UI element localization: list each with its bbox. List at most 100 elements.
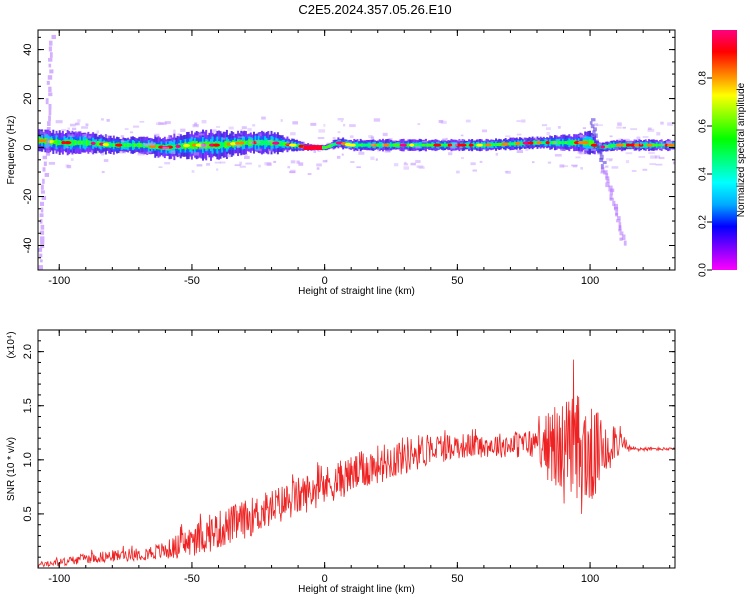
heatmap-speckle	[516, 150, 524, 153]
heatmap-speckle	[245, 162, 252, 165]
heatmap-speckle	[200, 144, 208, 148]
heatmap-cell-core	[429, 143, 432, 147]
heatmap-cell-core	[608, 144, 611, 148]
heatmap-cell-core	[131, 142, 134, 148]
heatmap-streak	[48, 46, 52, 52]
heatmap-speckle	[103, 159, 109, 162]
y-tick-label: 1.0	[22, 452, 34, 467]
heatmap-cell-core	[413, 143, 416, 147]
heatmap-speckle	[583, 148, 589, 151]
heatmap-cell-core	[362, 143, 365, 147]
heatmap-cell-core	[147, 143, 150, 149]
heatmap-speckle	[616, 126, 622, 129]
heatmap-speckle	[658, 147, 665, 150]
heatmap-peak	[447, 143, 453, 147]
heatmap-cell-core	[611, 144, 614, 148]
heatmap-speckle	[481, 129, 488, 133]
heatmap-speckle	[267, 139, 273, 143]
heatmap-peak	[536, 141, 542, 145]
heatmap-speckle	[445, 137, 448, 140]
heatmap-cell-core	[499, 142, 502, 146]
heatmap-speckle	[343, 123, 346, 127]
heatmap-speckle	[147, 142, 155, 146]
heatmap-speckle	[158, 166, 163, 168]
heatmap-cell-core	[57, 139, 60, 146]
heatmap-speckle	[368, 135, 373, 139]
heatmap-cell-core	[655, 143, 658, 147]
heatmap-speckle	[258, 133, 262, 136]
heatmap-peak	[515, 141, 521, 146]
heatmap-cell-core	[222, 142, 225, 148]
heatmap-cell-core	[133, 143, 136, 148]
heatmap-speckle	[216, 168, 219, 171]
colorbar-tick-label: 0.6	[698, 119, 709, 133]
heatmap-streak	[617, 216, 621, 220]
x-tick-label: 50	[451, 275, 463, 287]
heatmap-peak	[252, 141, 257, 145]
heatmap-cell-core	[278, 140, 281, 147]
heatmap-cell-core	[189, 142, 192, 149]
heatmap-speckle	[88, 135, 92, 139]
y-tick-label: 2.0	[22, 344, 34, 359]
heatmap-peak	[582, 141, 589, 145]
heatmap-cell-core	[248, 139, 251, 147]
heatmap-speckle	[77, 119, 81, 123]
heatmap-cell-core	[354, 143, 357, 147]
heatmap-speckle	[642, 168, 648, 171]
heatmap-peak	[458, 143, 467, 147]
heatmap-speckle	[65, 164, 70, 168]
heatmap-speckle	[658, 140, 664, 144]
heatmap-streak	[48, 57, 53, 62]
heatmap-cell-core	[389, 143, 392, 147]
y-axis-exponent: (x10⁴)	[6, 331, 17, 358]
heatmap-speckle	[340, 120, 343, 123]
heatmap-speckle	[580, 135, 587, 138]
heatmap-cell-core	[125, 143, 128, 147]
heatmap-speckle	[516, 120, 521, 122]
heatmap-speckle	[659, 156, 665, 160]
heatmap-cell-core	[657, 143, 660, 147]
heatmap-cell-core	[563, 141, 566, 145]
heatmap-cell-core	[96, 140, 99, 147]
heatmap-speckle	[211, 129, 217, 133]
heatmap-speckle	[196, 164, 203, 167]
heatmap-cell-core	[407, 143, 410, 147]
heatmap-cell-core	[514, 142, 517, 146]
heatmap-cell-core	[295, 144, 298, 147]
heatmap-cell-core	[498, 142, 501, 147]
heatmap-cell-core	[659, 143, 662, 147]
heatmap-speckle	[516, 133, 522, 136]
heatmap-speckle	[290, 132, 296, 136]
heatmap-cell-core	[652, 143, 655, 147]
heatmap-speckle	[647, 128, 655, 132]
heatmap-cell-core	[541, 141, 544, 145]
heatmap-speckle	[255, 148, 262, 152]
heatmap-speckle	[158, 121, 161, 126]
heatmap-cell-core	[324, 146, 327, 150]
heatmap-speckle	[457, 139, 465, 142]
heatmap-cell-core	[512, 142, 515, 146]
heatmap-peak	[348, 143, 356, 147]
heatmap-speckle	[105, 135, 110, 138]
heatmap-speckle	[554, 153, 562, 157]
heatmap-speckle	[173, 129, 176, 134]
heatmap-speckle	[244, 155, 250, 160]
heatmap-speckle	[81, 126, 89, 129]
heatmap-streak	[593, 127, 597, 132]
y-tick-label: 20	[22, 92, 34, 104]
heatmap-speckle	[285, 142, 290, 146]
heatmap-streak	[42, 155, 48, 160]
heatmap-cell-core	[423, 143, 426, 147]
heatmap-speckle	[625, 140, 633, 143]
heatmap-cell-core	[466, 143, 469, 147]
heatmap-streak	[47, 75, 53, 80]
heatmap-peak	[183, 143, 191, 148]
heatmap-peak	[468, 143, 474, 147]
heatmap-speckle	[410, 162, 416, 166]
heatmap-speckle	[472, 169, 477, 172]
heatmap-streak	[615, 210, 619, 216]
heatmap-streak	[43, 132, 47, 137]
colorbar-tick-label: 0.8	[698, 71, 709, 85]
heatmap-speckle	[106, 119, 110, 122]
heatmap-streak	[48, 92, 53, 97]
